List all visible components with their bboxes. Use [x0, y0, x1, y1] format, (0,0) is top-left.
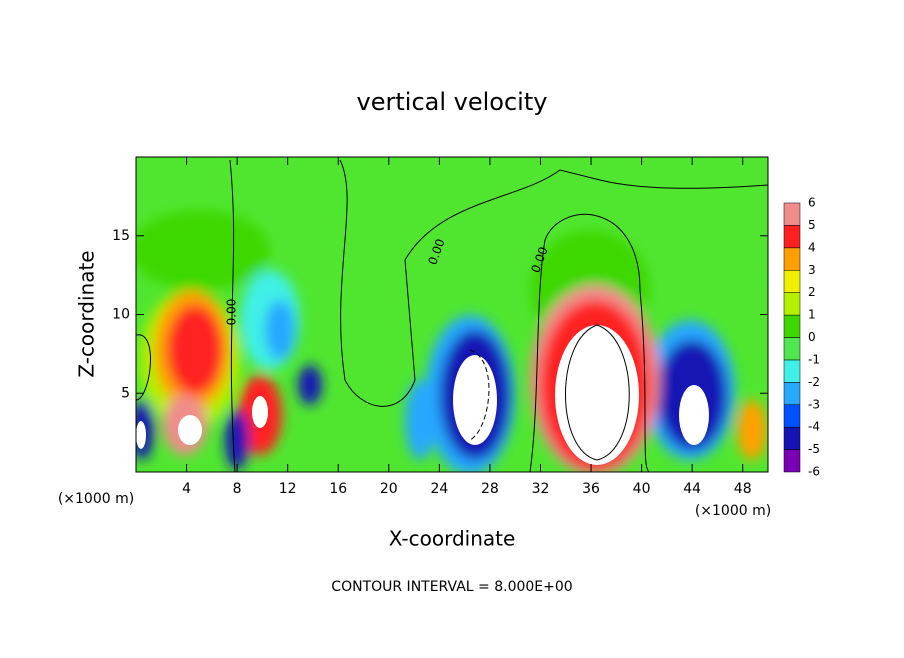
x-tick-label: 12: [279, 481, 297, 497]
x-tick-label: 16: [329, 481, 347, 497]
x-unit: (×1000 m): [58, 491, 134, 507]
x-unit: (×1000 m): [695, 503, 771, 519]
x-tick-label: 24: [430, 481, 448, 497]
colorbar-label: -2: [808, 375, 820, 389]
x-tick-label: 4: [182, 481, 191, 497]
contour-label: 0.00: [225, 299, 239, 326]
x-tick-label: 36: [582, 481, 600, 497]
x-axis-label: X-coordinate: [389, 527, 516, 551]
chart-title: vertical velocity: [357, 88, 548, 116]
x-tick-label: 32: [532, 481, 550, 497]
colorbar-bin: [783, 314, 801, 338]
colorbar-bin: [783, 247, 801, 271]
colorbar-bin: [783, 270, 801, 293]
colorbar-bin: [783, 202, 801, 226]
colorbar-label: 1: [808, 308, 816, 322]
x-tick-label: 20: [380, 481, 398, 497]
x-tick-label: 28: [481, 481, 499, 497]
colorbar-bin: [783, 382, 801, 406]
footer: CONTOUR INTERVAL = 8.000E+00: [331, 579, 572, 595]
colorbar-label: -4: [808, 420, 820, 434]
colorbar-label: 2: [808, 285, 816, 299]
colorbar-bin: [783, 359, 801, 383]
x-tick-label: 48: [734, 481, 752, 497]
x-tick-label: 44: [683, 481, 701, 497]
colorbar-bin: [783, 404, 801, 428]
colorbar-label: -3: [808, 397, 820, 411]
colorbar-label: -1: [808, 352, 820, 366]
field: [136, 157, 768, 472]
y-tick-label: 5: [121, 385, 130, 401]
colorbar-label: 6: [808, 196, 816, 210]
x-tick-label: 40: [633, 481, 651, 497]
colorbar-bin: [783, 292, 801, 316]
y-tick-label: 15: [112, 228, 130, 244]
x-tick-label: 8: [233, 481, 242, 497]
y-tick-label: 10: [112, 307, 130, 323]
colorbar-label: -5: [808, 442, 820, 456]
colorbar-label: 4: [808, 240, 816, 254]
y-axis-label: Z-coordinate: [75, 250, 99, 377]
colorbar-label: 3: [808, 263, 816, 277]
colorbar-bin: [783, 337, 801, 361]
colorbar-bin: [783, 449, 801, 473]
colorbar-label: -6: [808, 465, 820, 479]
colorbar-bin: [783, 426, 801, 450]
colorbar-label: 5: [808, 218, 816, 232]
colorbar-label: 0: [808, 330, 816, 344]
colorbar-bin: [783, 225, 801, 249]
